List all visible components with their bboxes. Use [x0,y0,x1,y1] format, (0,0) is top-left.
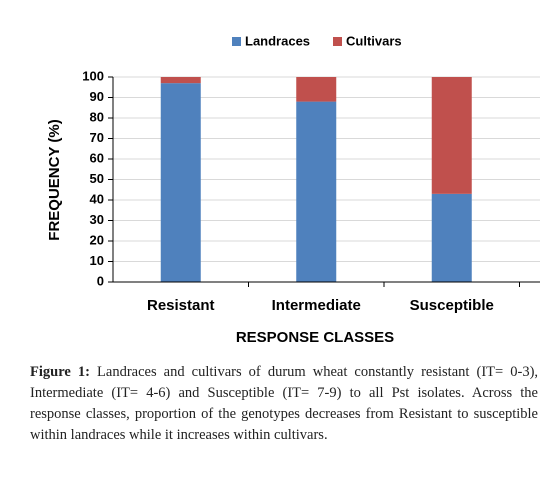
chart: FREQUENCY (%) RESPONSE CLASSES 0 10 20 30 40… [46,33,540,346]
caption: Figure 1: Landraces and cultivars of dur… [30,362,538,446]
y-tick-label: 80 [90,109,104,124]
caption-label: Figure 1: [30,364,90,380]
legend-label: Landraces [245,33,310,48]
y-tick-label: 40 [90,191,104,206]
y-tick-label: 0 [97,273,104,288]
x-axis-title: RESPONSE CLASSES [236,329,394,346]
legend-swatch [333,37,342,46]
y-axis-title: FREQUENCY (%) [46,119,63,240]
caption-text: Landraces and cultivars of durum wheat c… [30,364,539,443]
legend-swatch [232,37,241,46]
bar-segment [431,77,472,194]
x-tick-label: Intermediate [272,297,361,314]
y-tick-label: 20 [90,232,104,247]
bar-segment [296,77,337,102]
y-tick-label: 100 [82,68,104,83]
bar-segment [296,101,337,282]
y-tick-label: 50 [90,171,104,186]
x-tick-label: Resistant [147,297,215,314]
y-tick-label: 70 [90,130,104,145]
bar-segment [160,77,201,84]
y-tick-label: 10 [90,253,104,268]
x-tick-label: Susceptible [410,297,494,314]
legend-label: Cultivars [346,33,402,48]
y-tick-label: 90 [90,89,104,104]
bar-segment [160,83,201,283]
y-tick-label: 30 [90,212,104,227]
y-tick-label: 60 [90,150,104,165]
bar-segment [431,193,472,282]
